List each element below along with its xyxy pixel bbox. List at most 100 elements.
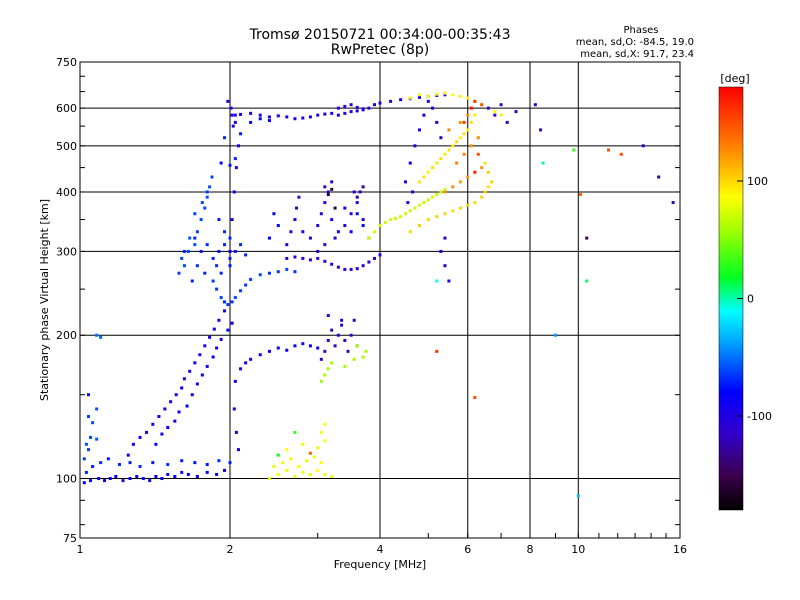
echo-point: [258, 273, 262, 277]
echo-point: [378, 101, 382, 105]
stats-o-mode: mean, sd,O: -84.5, 19.0: [576, 37, 694, 48]
echo-point: [319, 430, 323, 434]
echo-point: [408, 161, 412, 165]
echo-point: [177, 271, 181, 275]
echo-point: [151, 422, 155, 426]
echo-point: [205, 190, 209, 194]
echo-point: [258, 353, 262, 357]
echo-point: [358, 190, 362, 194]
echo-point: [157, 414, 161, 418]
stats-heading: Phases: [623, 25, 658, 36]
echo-point: [349, 103, 353, 107]
echo-point: [455, 161, 459, 165]
echo-point: [389, 99, 393, 103]
y-tick-label: 600: [56, 102, 77, 115]
echo-point: [435, 92, 439, 96]
y-tick-label: 750: [56, 56, 77, 69]
echo-point: [128, 477, 132, 481]
echo-point: [91, 464, 95, 468]
echo-point: [343, 104, 347, 108]
echo-point: [117, 463, 121, 467]
echo-point: [319, 379, 323, 383]
echo-point: [361, 224, 365, 228]
echo-point: [234, 430, 238, 434]
echo-point: [458, 120, 462, 124]
echo-point: [166, 472, 170, 476]
echo-point: [435, 193, 439, 197]
colorbar-label: [deg]: [720, 72, 749, 85]
echo-point: [355, 105, 359, 109]
echo-point: [572, 148, 576, 152]
echo-point: [114, 474, 118, 478]
echo-point: [106, 457, 110, 461]
echo-point: [272, 212, 276, 216]
echo-point: [422, 201, 426, 205]
echo-point: [301, 230, 305, 234]
echo-point: [219, 271, 223, 275]
echo-point: [352, 357, 356, 361]
echo-point: [188, 236, 192, 240]
echo-point: [352, 318, 356, 322]
echo-point: [215, 472, 219, 476]
echo-point: [89, 479, 93, 483]
echo-point: [426, 94, 430, 98]
chart-title: Tromsø 20150721 00:34:00-00:35:43: [249, 27, 511, 43]
x-tick-label: 8: [527, 543, 534, 556]
echo-point: [244, 253, 248, 257]
echo-point: [297, 195, 301, 199]
echo-point: [462, 132, 466, 136]
echo-point: [195, 474, 199, 478]
echo-point: [195, 230, 199, 234]
echo-point: [323, 112, 327, 116]
echo-point: [458, 206, 462, 210]
echo-point: [99, 461, 103, 465]
echo-point: [239, 289, 243, 293]
echo-point: [451, 185, 455, 189]
echo-point: [174, 393, 178, 397]
echo-point: [417, 93, 421, 97]
echo-point: [86, 393, 90, 397]
echo-point: [576, 494, 580, 498]
echo-point: [239, 367, 243, 371]
echo-point: [458, 94, 462, 98]
x-tick-label: 16: [673, 543, 687, 556]
echo-point: [349, 110, 353, 114]
echo-point: [323, 201, 327, 205]
echo-point: [285, 267, 289, 271]
echo-point: [333, 344, 337, 348]
echo-point: [431, 106, 435, 110]
echo-point: [330, 328, 334, 332]
echo-point: [326, 190, 330, 194]
echo-point: [455, 140, 459, 144]
echo-point: [293, 270, 297, 274]
echo-point: [203, 206, 207, 210]
echo-point: [228, 461, 232, 465]
echo-point: [233, 157, 237, 161]
echo-point: [343, 206, 347, 210]
grid-lines: [80, 62, 680, 538]
echo-point: [293, 255, 297, 259]
echo-point: [346, 349, 350, 353]
echo-point: [316, 113, 320, 117]
echo-point: [293, 117, 297, 121]
echo-point: [417, 203, 421, 207]
echo-point: [233, 120, 237, 124]
echo-point: [289, 230, 293, 234]
echo-point: [493, 113, 497, 117]
echo-point: [276, 472, 280, 476]
echo-point: [95, 407, 99, 411]
echo-point: [267, 477, 271, 481]
echo-point: [308, 472, 312, 476]
echo-point: [95, 333, 99, 337]
echo-point: [99, 335, 103, 339]
echo-point: [301, 442, 305, 446]
echo-point: [215, 346, 219, 350]
echo-point: [301, 342, 305, 346]
y-axis-label: Stationary phase Virtual Height [km]: [38, 199, 51, 401]
echo-point: [585, 236, 589, 240]
x-tick-label: 10: [571, 543, 585, 556]
echo-point: [483, 161, 487, 165]
echo-point: [326, 367, 330, 371]
colorbar-ticks: -100 0 100: [737, 175, 772, 423]
echo-point: [417, 224, 421, 228]
